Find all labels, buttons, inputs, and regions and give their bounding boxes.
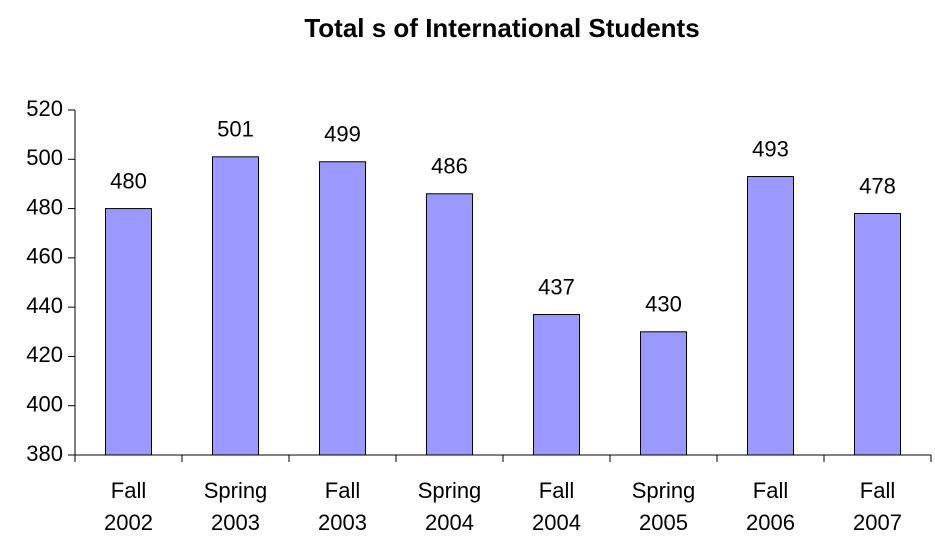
data-label: 501	[217, 117, 254, 142]
x-tick-label: Fall 2006	[746, 478, 795, 535]
data-label: 437	[538, 274, 575, 299]
bar	[854, 213, 901, 456]
data-label: 478	[859, 173, 896, 198]
data-label: 486	[431, 154, 468, 179]
bar	[319, 161, 366, 456]
bar	[426, 193, 473, 456]
y-tick-label: 400	[26, 392, 63, 417]
x-tick-label: Fall 2003	[318, 478, 367, 535]
y-tick-label: 500	[26, 145, 63, 170]
x-tick-label: Fall 2007	[853, 478, 902, 535]
data-label: 430	[645, 292, 682, 317]
bar	[640, 331, 687, 456]
x-tick-label: Fall 2002	[104, 478, 153, 535]
chart-title: Total s of International Students	[304, 13, 699, 43]
y-tick-label: 380	[26, 441, 63, 466]
x-tick-label: Fall 2004	[532, 478, 581, 535]
x-tick-label: Spring 2003	[204, 478, 268, 535]
y-tick-label: 440	[26, 293, 63, 318]
bar	[212, 156, 259, 456]
x-tick-label: Spring 2004	[418, 478, 482, 535]
data-label: 499	[324, 122, 361, 147]
y-tick-label: 420	[26, 342, 63, 367]
y-tick-label: 520	[26, 96, 63, 121]
x-tick-label: Spring 2005	[632, 478, 696, 535]
bar	[747, 176, 794, 456]
y-tick-label: 480	[26, 194, 63, 219]
bar	[533, 314, 580, 456]
bar	[105, 208, 152, 456]
y-tick-label: 460	[26, 244, 63, 269]
data-label: 480	[110, 168, 147, 193]
data-label: 493	[752, 136, 789, 161]
